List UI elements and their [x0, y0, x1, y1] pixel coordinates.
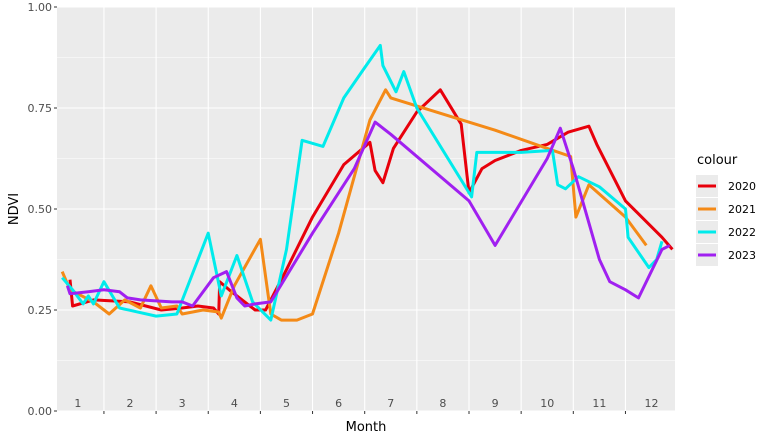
y-tick-label: 0.00	[28, 405, 53, 418]
legend-label-2022: 2022	[728, 226, 756, 239]
x-tick-label: 1	[74, 397, 81, 410]
x-tick-label: 9	[492, 397, 499, 410]
y-tick-label: 0.50	[28, 203, 53, 216]
series-line-2023	[65, 120, 671, 308]
legend-items: 2020 2021 2022 2023	[696, 175, 756, 266]
x-tick-label: 3	[179, 397, 186, 410]
x-tick-label: 5	[283, 397, 290, 410]
major-gridlines-x	[103, 7, 627, 411]
y-axis-title: NDVI	[7, 193, 22, 225]
x-axis-title: Month	[346, 420, 387, 435]
legend-title: colour	[697, 153, 738, 168]
x-tick-label: 7	[387, 397, 394, 410]
legend: colour 2020 2021 2022 2023	[696, 153, 756, 266]
x-tick-label: 8	[439, 397, 446, 410]
x-tick-label: 10	[540, 397, 554, 410]
x-tick-label: 12	[645, 397, 659, 410]
major-gridlines-y	[57, 6, 675, 412]
x-tick-label: 6	[335, 397, 342, 410]
legend-label-2020: 2020	[728, 180, 756, 193]
series-lines	[60, 43, 674, 322]
x-tick-label: 11	[592, 397, 606, 410]
x-axis-ticks: 1 2 3 4 5 6 7 8 9 10 11 12	[74, 397, 659, 414]
y-tick-label: 1.00	[28, 1, 53, 14]
y-tick-label: 0.75	[28, 102, 53, 115]
x-tick-label: 4	[231, 397, 238, 410]
y-tick-label: 0.25	[28, 304, 53, 317]
legend-label-2021: 2021	[728, 203, 756, 216]
legend-label-2023: 2023	[728, 249, 756, 262]
y-axis-ticks: 0.00 0.25 0.50 0.75 1.00	[28, 1, 57, 418]
x-tick-label: 2	[127, 397, 134, 410]
